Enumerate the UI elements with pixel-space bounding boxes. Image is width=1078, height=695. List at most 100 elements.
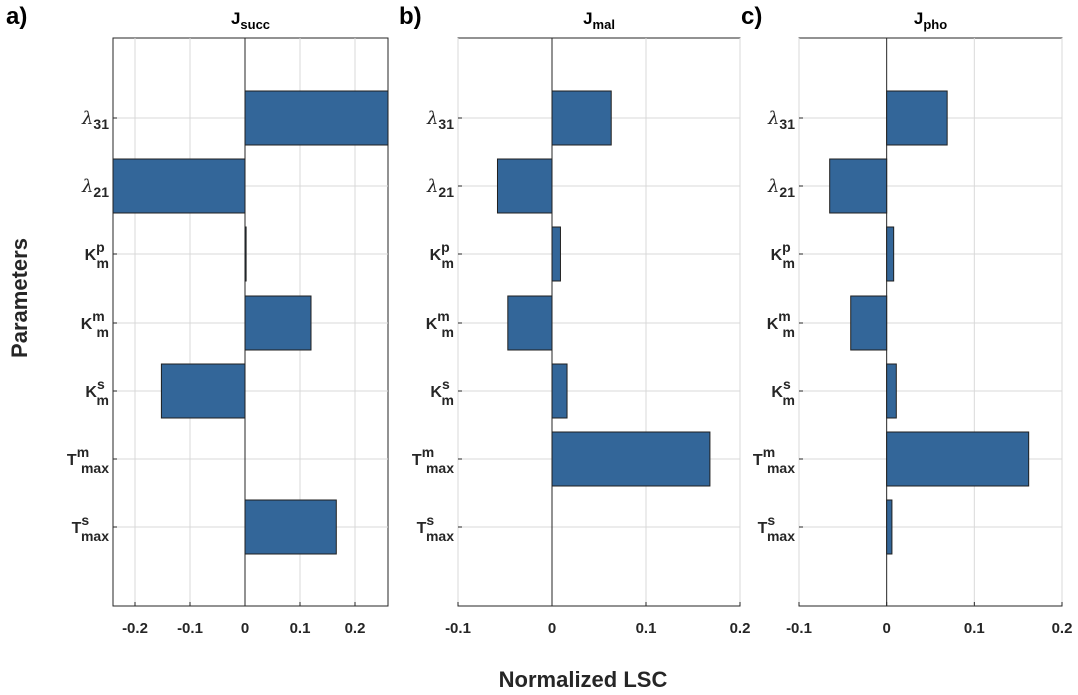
y-tick-label: Tm max <box>753 444 795 476</box>
x-tick-label: 0.2 <box>345 620 366 637</box>
panel-title: Jpho <box>914 9 947 32</box>
category-symbol: T <box>412 452 422 469</box>
category-subscript: 21 <box>779 184 795 200</box>
y-tick-label: λ21 <box>767 176 795 200</box>
panel-letter: a) <box>6 3 27 30</box>
panel-title-subscript: pho <box>923 17 947 32</box>
panel-title-subscript: mal <box>593 17 615 32</box>
bar <box>886 499 893 555</box>
category-superscript: m <box>778 308 790 324</box>
bar <box>551 431 711 487</box>
x-tick-label: 0.1 <box>636 620 657 637</box>
category-symbol: K <box>767 316 779 333</box>
category-symbol: T <box>758 520 768 537</box>
x-tick-label: 0 <box>241 620 249 637</box>
y-tick-label: λ31 <box>767 108 795 132</box>
x-tick-label: -0.1 <box>177 620 203 637</box>
x-tick-label: 0.1 <box>290 620 311 637</box>
category-symbol: K <box>771 247 783 264</box>
x-tick-label: 0.2 <box>730 620 751 637</box>
category-superscript: s <box>97 376 105 392</box>
y-tick-label: Kp m <box>85 239 109 271</box>
bar <box>244 226 247 282</box>
category-subscript: m <box>442 392 454 408</box>
bar <box>244 90 389 146</box>
y-tick-label: λ31 <box>81 108 109 132</box>
bar <box>551 226 561 282</box>
category-symbol: λ <box>81 176 93 197</box>
bar <box>886 363 897 419</box>
category-superscript: p <box>441 239 450 255</box>
bar <box>112 158 246 214</box>
panel-title-subscript: succ <box>240 17 270 32</box>
x-tick-label: -0.1 <box>786 620 812 637</box>
y-tick-label: Ks m <box>430 376 454 408</box>
panel-title: Jsucc <box>231 9 270 32</box>
category-superscript: s <box>426 512 434 528</box>
panel-title: Jmal <box>583 9 615 32</box>
category-subscript: max <box>81 460 109 476</box>
category-subscript: m <box>783 392 795 408</box>
x-axis-label: Normalized LSC <box>499 667 668 692</box>
bar <box>507 295 553 351</box>
y-axis-label: Parameters <box>7 238 32 358</box>
y-tick-label: Km m <box>426 308 454 340</box>
category-subscript: 21 <box>93 184 109 200</box>
bar <box>160 363 246 419</box>
category-superscript: m <box>77 444 89 460</box>
category-subscript: 31 <box>93 116 109 132</box>
y-tick-label: Tm max <box>412 444 454 476</box>
y-tick-label: Tm max <box>67 444 109 476</box>
panel-title-main: J <box>914 9 923 28</box>
category-subscript: m <box>97 255 109 271</box>
category-subscript: m <box>783 255 795 271</box>
category-subscript: m <box>97 392 109 408</box>
category-symbol: λ <box>426 108 438 129</box>
bar <box>496 158 553 214</box>
x-tick-label: 0.2 <box>1052 620 1073 637</box>
category-subscript: max <box>426 460 454 476</box>
category-subscript: 31 <box>438 116 454 132</box>
category-symbol: T <box>67 452 77 469</box>
bar <box>886 431 1030 487</box>
category-subscript: m <box>442 324 454 340</box>
category-symbol: λ <box>767 176 779 197</box>
y-tick-label: Ks m <box>85 376 109 408</box>
y-tick-label: Ts max <box>417 512 455 544</box>
x-tick-label: -0.1 <box>445 620 471 637</box>
panel-title-main: J <box>231 9 240 28</box>
bar <box>244 499 337 555</box>
category-superscript: s <box>783 376 791 392</box>
category-symbol: K <box>430 247 442 264</box>
y-tick-label: Kp m <box>771 239 795 271</box>
category-symbol: λ <box>426 176 438 197</box>
y-tick-label: λ21 <box>81 176 109 200</box>
category-subscript: max <box>426 528 454 544</box>
category-subscript: m <box>97 324 109 340</box>
bar <box>886 226 895 282</box>
category-symbol: T <box>753 452 763 469</box>
category-superscript: m <box>437 308 449 324</box>
bar <box>551 363 568 419</box>
bar <box>829 158 888 214</box>
y-tick-label: Ts max <box>758 512 796 544</box>
category-symbol: K <box>426 316 438 333</box>
category-symbol: T <box>417 520 427 537</box>
category-subscript: max <box>767 460 795 476</box>
category-superscript: m <box>92 308 104 324</box>
x-tick-label: -0.2 <box>122 620 148 637</box>
y-tick-label: Kp m <box>430 239 454 271</box>
x-tick-label: 0 <box>548 620 556 637</box>
category-subscript: 21 <box>438 184 454 200</box>
category-symbol: λ <box>81 108 93 129</box>
category-symbol: T <box>72 520 82 537</box>
category-superscript: s <box>442 376 450 392</box>
x-tick-label: 0 <box>882 620 890 637</box>
category-subscript: m <box>783 324 795 340</box>
category-superscript: m <box>763 444 775 460</box>
category-symbol: K <box>81 316 93 333</box>
